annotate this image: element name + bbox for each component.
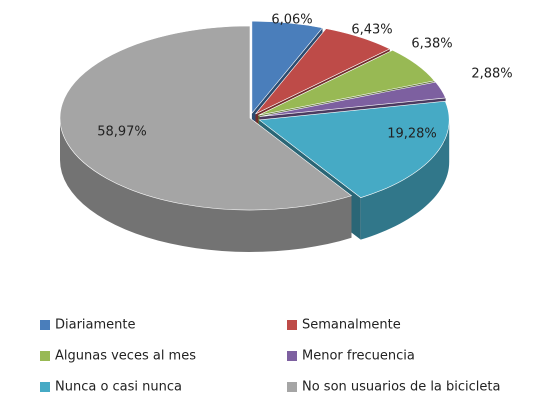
slice-top [258, 100, 450, 198]
data-label: 6,38% [411, 37, 452, 52]
slice-top [258, 49, 435, 116]
pie-slice [59, 25, 353, 252]
legend-label: Diariamente [55, 318, 136, 333]
legend-swatch [40, 382, 50, 392]
legend-label: Menor frecuencia [302, 349, 415, 364]
data-label: 19,28% [387, 127, 437, 142]
slice-side [360, 119, 450, 240]
data-label: 2,88% [471, 67, 512, 82]
legend-label: Nunca o casi nunca [55, 380, 182, 395]
data-label: 6,06% [271, 13, 312, 28]
slice-side [60, 118, 352, 252]
legend-swatch [40, 320, 50, 330]
legend-label: Semanalmente [302, 318, 401, 333]
legend-label: No son usuarios de la bicicleta [302, 380, 500, 395]
slice-top [255, 28, 391, 115]
slice-top [251, 20, 324, 115]
data-label: 58,97% [97, 125, 147, 140]
slice-top [59, 25, 353, 211]
legend-swatch [287, 351, 297, 361]
legend-swatch [287, 382, 297, 392]
data-label: 6,43% [351, 23, 392, 38]
legend-swatch [287, 320, 297, 330]
slice-top [259, 81, 447, 117]
legend-label: Algunas veces al mes [55, 349, 196, 364]
legend-swatch [40, 351, 50, 361]
